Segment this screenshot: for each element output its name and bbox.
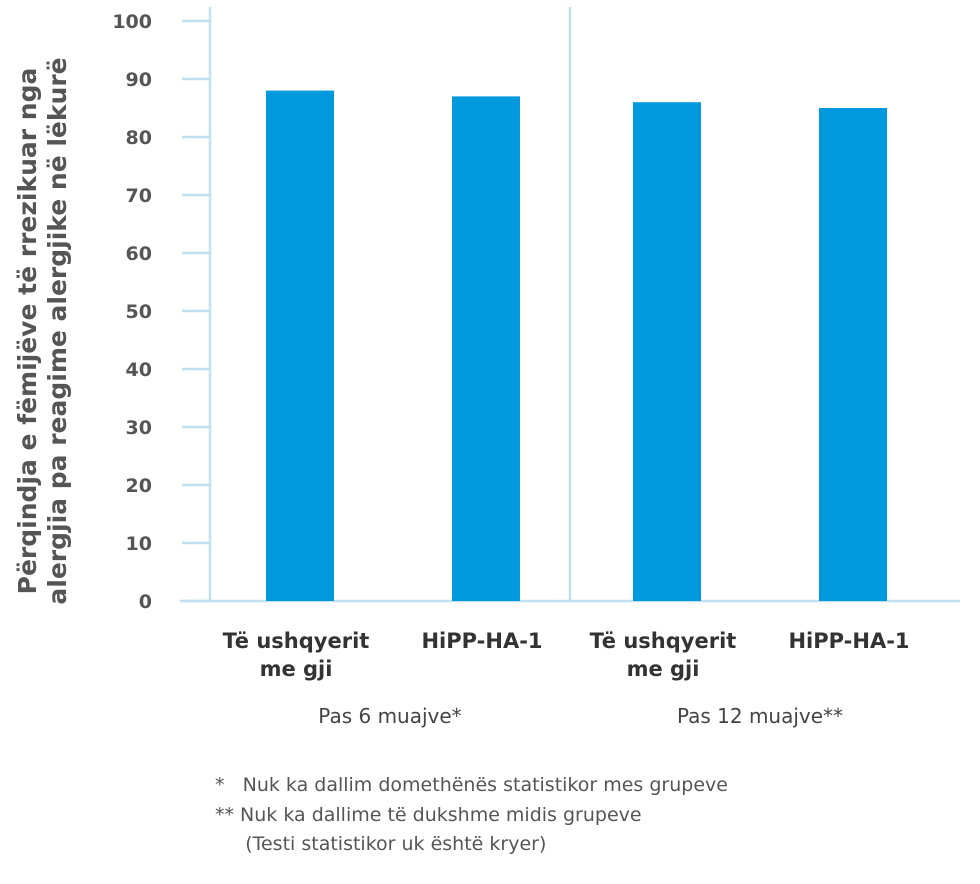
x-category-label: Të ushqyerit [223,629,370,653]
x-category-label: HiPP-HA-1 [421,629,542,653]
y-tick-label: 60 [126,243,152,265]
footnote-3: (Testi statistikor uk është kryer) [215,833,547,855]
y-tick-label: 90 [126,69,152,91]
bar [266,90,334,601]
y-tick-label: 50 [126,301,152,323]
x-category-label: me gji [260,657,333,681]
x-category-label: Të ushqyerit [590,629,737,653]
bar [452,96,520,602]
footnote-1: * Nuk ka dallim domethënës statistikor m… [215,774,728,796]
x-category-label: HiPP-HA-1 [788,629,909,653]
y-tick-label: 100 [112,11,152,33]
y-tick-label: 10 [126,533,152,555]
x-category-label: me gji [627,657,700,681]
footnote-2: ** Nuk ka dallime të dukshme midis grupe… [215,804,642,826]
y-tick-label: 0 [139,591,152,613]
y-tick-label: 30 [126,417,152,439]
y-axis-label-line-2: alergjia pa reagime alergjike në lëkurë [43,57,72,604]
y-tick-label: 20 [126,475,152,497]
y-tick-label: 40 [126,359,152,381]
bar [633,102,701,601]
y-tick-label: 70 [126,185,152,207]
group-label: Pas 12 muajve** [677,704,843,728]
plot-area: 0 10 20 30 40 50 60 70 80 90 100 Të ushqyerit me gji… [112,7,960,728]
y-tick-label: 80 [126,127,152,149]
bar [819,108,887,601]
y-axis-label-line-1: Përqindja e fëmijëve të rrezikuar nga [13,68,42,595]
group-label: Pas 6 muajve* [318,704,461,728]
